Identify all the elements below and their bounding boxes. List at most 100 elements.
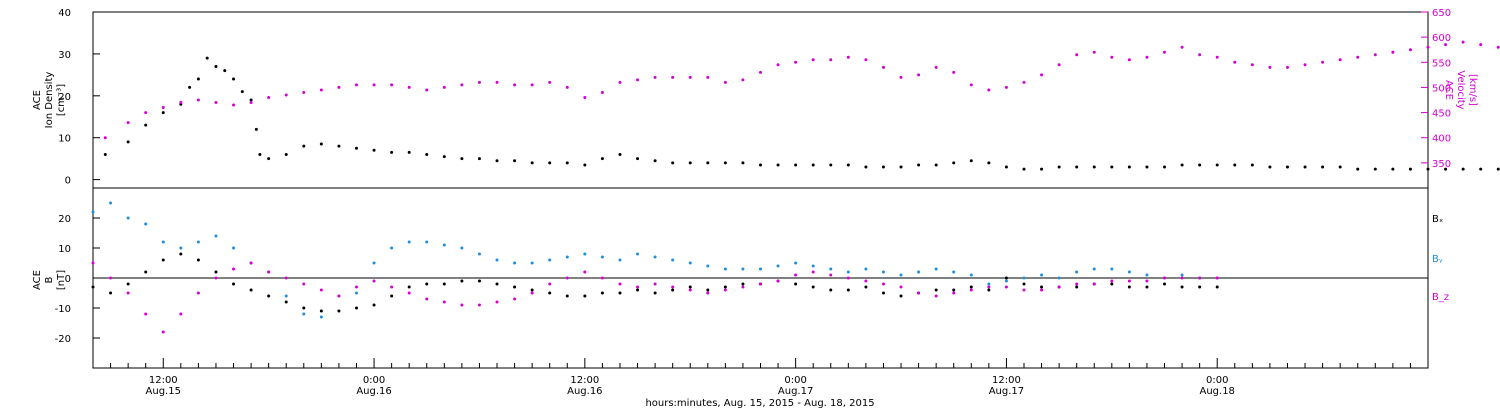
ion-density-series-point [530, 161, 534, 165]
bz-series-point [706, 291, 710, 295]
bx-series-point [987, 288, 991, 292]
bz-series-point [636, 285, 640, 289]
ion-density-series-point [1303, 165, 1307, 169]
by-series-point [390, 246, 394, 250]
velocity-series-point [1198, 53, 1202, 57]
ion-density-series-point [442, 155, 446, 159]
ion-density-series-point [1092, 165, 1096, 169]
ion-density-series-point [899, 165, 903, 169]
bx-series-point [1180, 285, 1184, 289]
density-ytick-label: 40 [58, 8, 71, 19]
velocity-series-point [530, 83, 534, 87]
legend-bz: B_z [1432, 292, 1449, 303]
top-y2label-line-1: ACE [1443, 80, 1454, 100]
top-panel-frame [92, 11, 1429, 189]
ion-density-series-point [477, 157, 481, 161]
x-tick-date-label: Aug.18 [1199, 386, 1234, 397]
ion-density-series-point [969, 159, 973, 163]
bz-series-point [565, 276, 569, 280]
bottom-left-ticks: -20 -10 0 10 20 [55, 214, 100, 345]
ion-density-series-point [1057, 165, 1061, 169]
bx-series-point [565, 294, 569, 298]
bz-series-point [583, 270, 587, 274]
ion-density-series-point [214, 64, 218, 68]
velocity-series-point [759, 70, 762, 74]
ion-density-series-point [284, 152, 288, 156]
ion-density-series-point [1110, 165, 1114, 169]
velocity-series [103, 40, 1500, 140]
velocity-series-point [495, 80, 499, 84]
ion-density-series-point [337, 144, 341, 148]
bx-series-point [952, 288, 956, 292]
bz-series-point [126, 291, 130, 295]
bx-series-point [249, 288, 253, 292]
by-series-point [600, 255, 604, 259]
velocity-series-point [126, 121, 130, 125]
ion-density-series-point [161, 111, 165, 115]
ion-density-series-point [881, 165, 885, 169]
ion-density-series-point [196, 77, 200, 81]
bz-series-point [1057, 285, 1061, 289]
ion-density-series-point [354, 146, 358, 150]
ion-density-series-point [1250, 163, 1254, 167]
x-tick-time-label: 0:00 [784, 375, 806, 386]
by-series-point [706, 264, 710, 268]
bz-series-point [1180, 276, 1184, 280]
bx-series-point [144, 270, 148, 274]
velocity-series-point [653, 75, 657, 79]
ion-density-series-point [846, 163, 850, 167]
by-series-point [91, 210, 95, 214]
velocity-series-point [425, 88, 429, 92]
ion-density-series-point [1321, 165, 1325, 169]
by-series-point [846, 270, 850, 274]
bz-series-point [1110, 279, 1114, 283]
by-series-point [372, 261, 376, 265]
by-series-point [759, 267, 762, 271]
velocity-series-point [688, 75, 692, 79]
velocity-series-point [1444, 43, 1448, 47]
bx-series-point [706, 288, 710, 292]
by-series-point [513, 261, 517, 265]
velocity-series-point [1180, 45, 1184, 49]
ion-density-series-point [759, 163, 762, 167]
ion-density-series-point [188, 85, 192, 89]
by-series-point [109, 201, 113, 205]
bx-series-point [899, 294, 903, 298]
velocity-series-point [1250, 63, 1254, 67]
by-series-point [899, 273, 903, 277]
bx-series-point [109, 291, 113, 295]
top-y2label-line-3: [km/s] [1467, 74, 1478, 106]
ion-density-series-point [1285, 165, 1289, 169]
ion-density-series-point [103, 152, 107, 156]
velocity-series-point [917, 73, 921, 77]
velocity-series-point [354, 83, 358, 87]
bx-series-point [1215, 285, 1219, 289]
bz-series-point [987, 285, 991, 289]
velocity-series-point [1285, 65, 1289, 69]
bx-series-point [91, 285, 95, 289]
velocity-series-point [144, 111, 148, 115]
ion-density-series-point [267, 157, 271, 161]
x-tick-time-label: 12:00 [149, 375, 178, 386]
by-series-point [1145, 273, 1149, 277]
ion-density-series-point [688, 161, 692, 165]
bx-series-point [354, 306, 358, 310]
velocity-series-point [214, 101, 218, 105]
b-ytick-label: -20 [55, 334, 71, 345]
bx-series-point [214, 270, 218, 274]
ion-density-series-point [864, 165, 868, 169]
ion-density-series-point [258, 152, 262, 156]
bz-series-point [477, 303, 481, 307]
by-series-point [1075, 270, 1079, 274]
x-ticks: 12:00Aug.150:00Aug.1612:00Aug.160:00Aug.… [110, 358, 1411, 397]
velocity-series-point [1040, 73, 1044, 77]
velocity-series-point [284, 93, 288, 97]
ion-density-series [103, 56, 1500, 171]
ion-density-series-point [223, 69, 227, 73]
bz-series-point [1092, 282, 1096, 286]
velocity-series-point [179, 101, 183, 105]
bx-series-point [319, 309, 323, 313]
velocity-ytick-label: 450 [1432, 109, 1451, 120]
velocity-series-point [1496, 45, 1500, 49]
